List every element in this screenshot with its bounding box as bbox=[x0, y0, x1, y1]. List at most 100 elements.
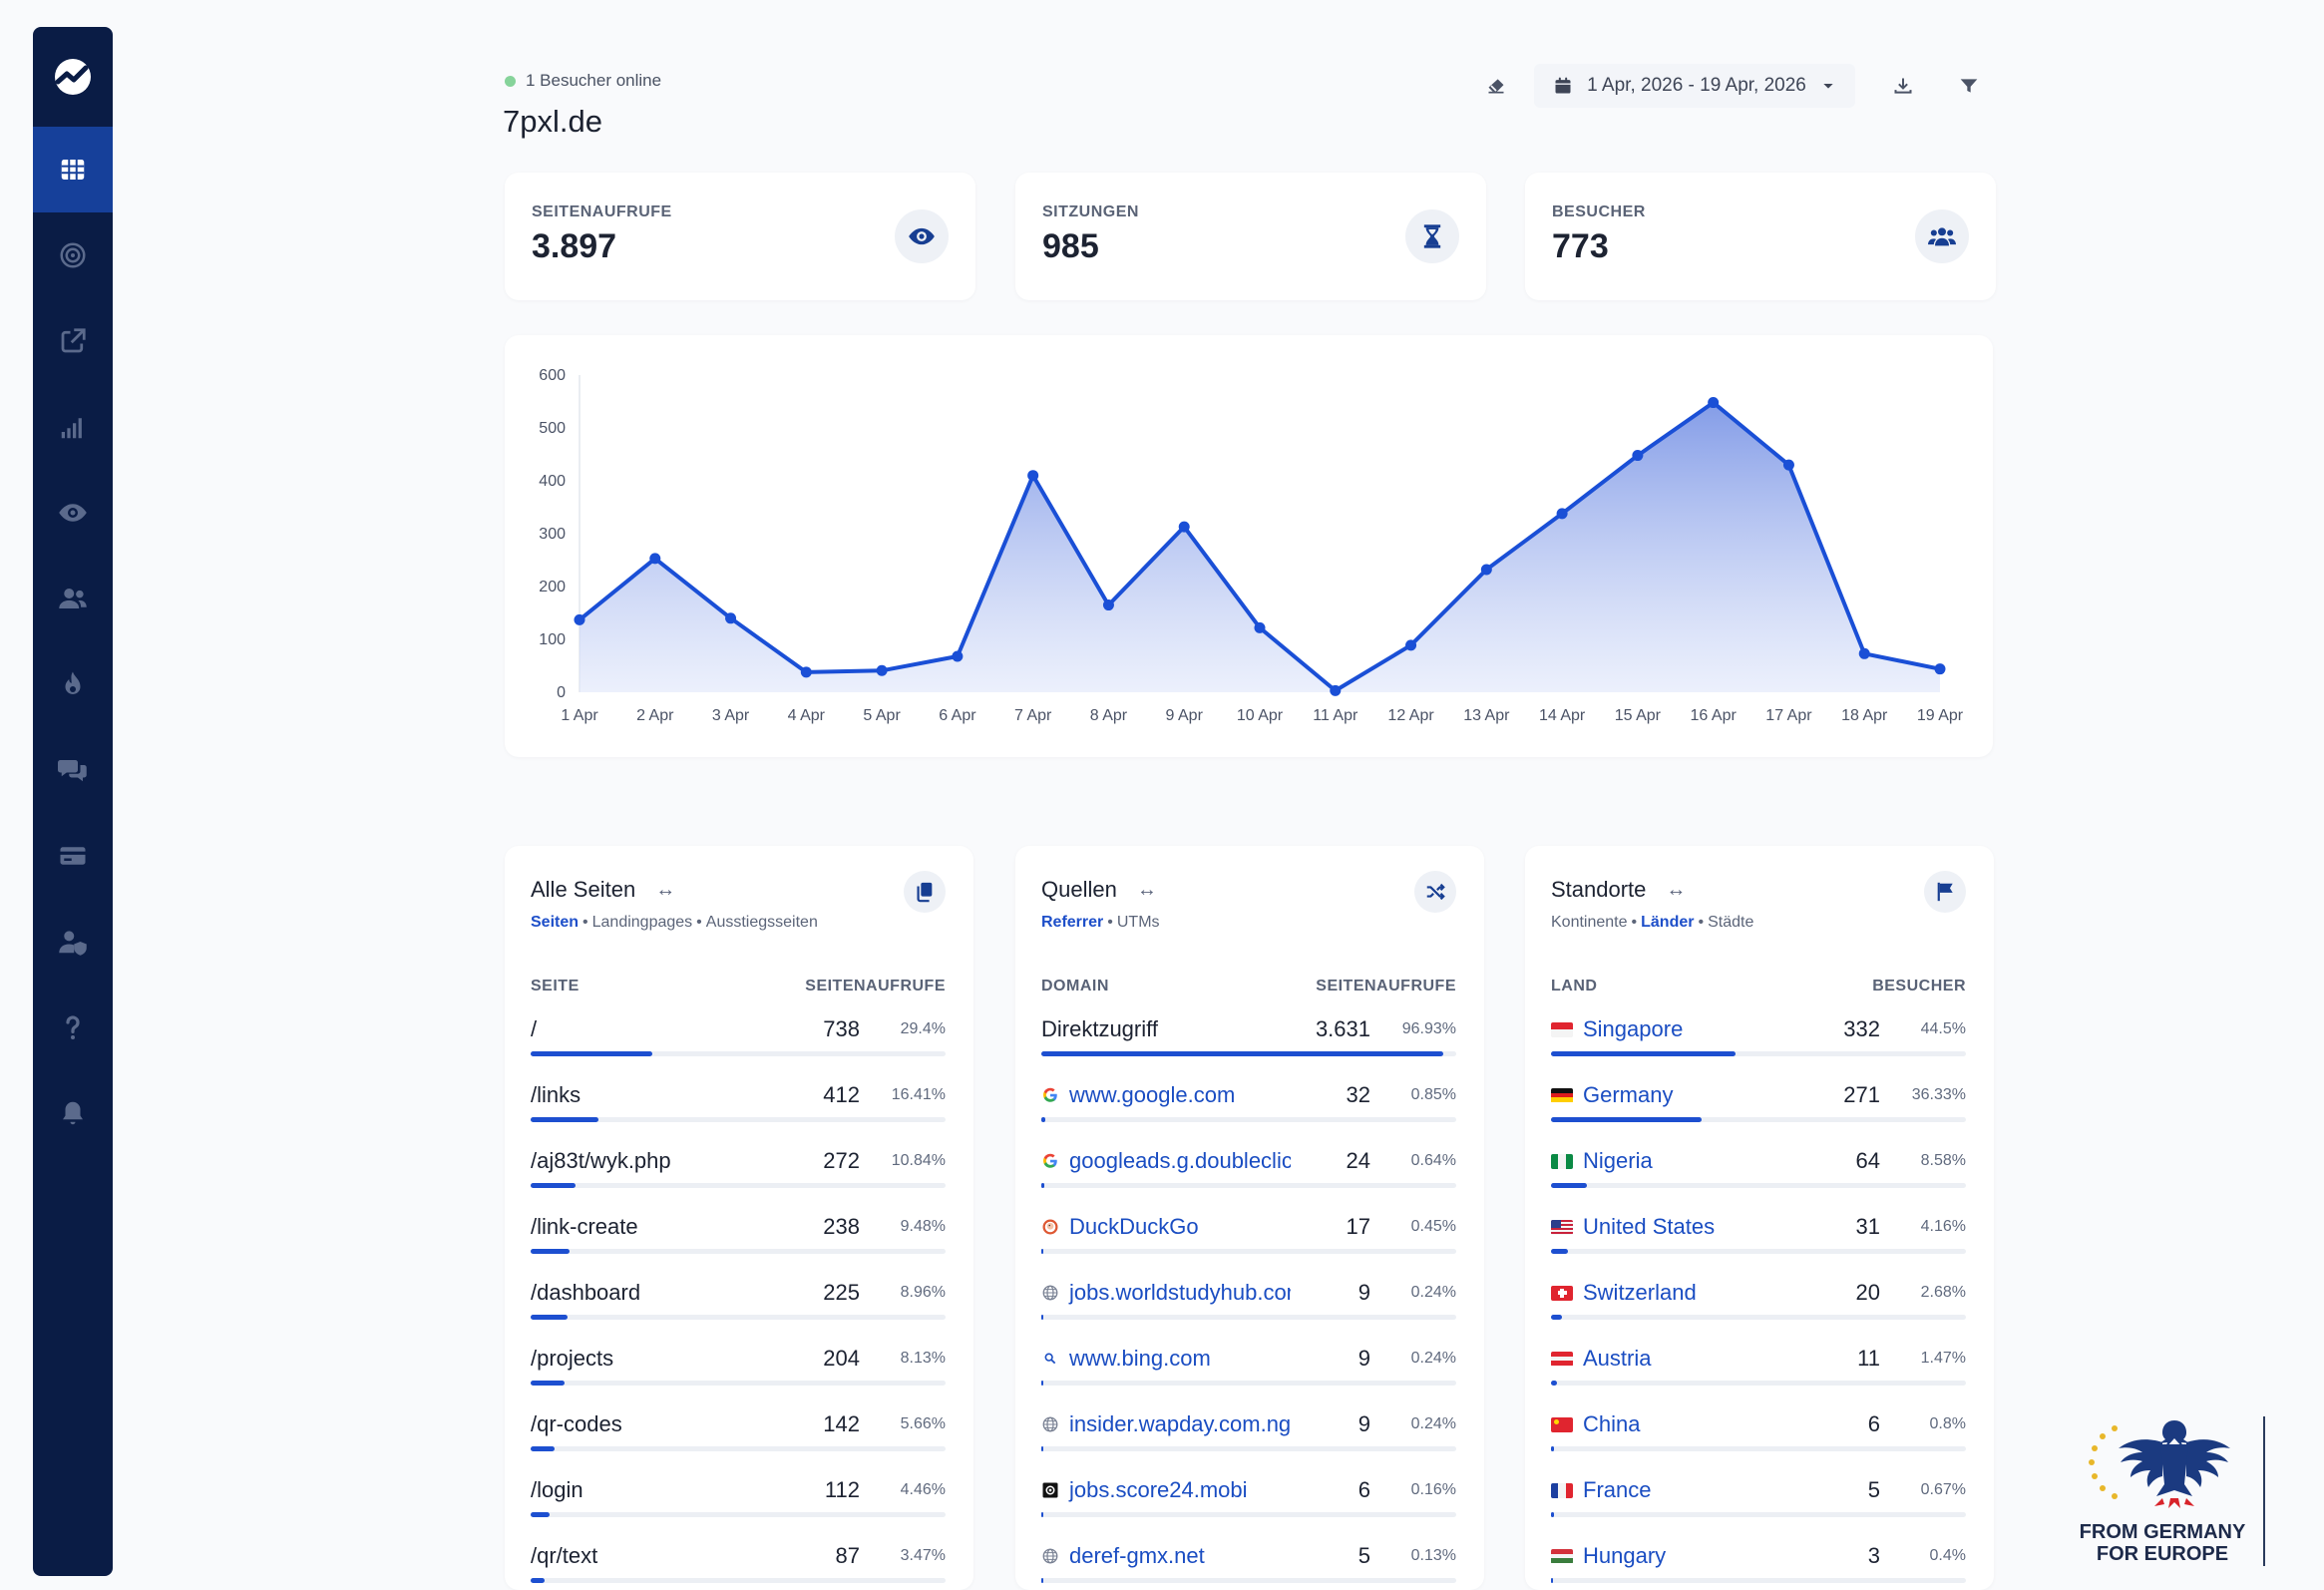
list-item-label[interactable]: jobs.score24.mobi bbox=[1041, 1477, 1291, 1503]
chart-point[interactable] bbox=[1254, 621, 1266, 633]
chart-point[interactable] bbox=[1782, 459, 1794, 471]
stat-card-visitors[interactable]: BESUCHER 773 bbox=[1525, 173, 1996, 300]
list-item-label[interactable]: Austria bbox=[1551, 1346, 1800, 1372]
sidebar-item-billing[interactable] bbox=[33, 813, 113, 899]
sources-card-icon-button[interactable] bbox=[1414, 871, 1456, 913]
list-item-label[interactable]: /links bbox=[531, 1082, 780, 1108]
tab-seiten[interactable]: Seiten bbox=[531, 914, 580, 931]
expand-arrows-icon[interactable]: ↔ bbox=[1136, 878, 1157, 901]
list-item-label[interactable]: Nigeria bbox=[1551, 1148, 1800, 1174]
list-item[interactable]: www.google.com 32 0.85% bbox=[1041, 1077, 1456, 1143]
chart-point[interactable] bbox=[574, 613, 585, 625]
chart-point[interactable] bbox=[1330, 684, 1342, 696]
sidebar-item-notifications[interactable] bbox=[33, 1070, 113, 1156]
chart-point[interactable] bbox=[1632, 450, 1644, 462]
list-item-label[interactable]: United States bbox=[1551, 1214, 1800, 1240]
expand-arrows-icon[interactable]: ↔ bbox=[1666, 878, 1687, 901]
list-item[interactable]: Germany 271 36.33% bbox=[1551, 1077, 1966, 1143]
list-item[interactable]: www.bing.com 9 0.24% bbox=[1041, 1341, 1456, 1406]
list-item-label[interactable]: /qr-codes bbox=[531, 1411, 780, 1437]
list-item-label[interactable]: www.google.com bbox=[1041, 1082, 1291, 1108]
expand-arrows-icon[interactable]: ↔ bbox=[655, 878, 676, 901]
list-item-label[interactable]: /dashboard bbox=[531, 1280, 780, 1306]
list-item[interactable]: United States 31 4.16% bbox=[1551, 1209, 1966, 1275]
list-item-label[interactable]: deref-gmx.net bbox=[1041, 1543, 1291, 1569]
list-item[interactable]: deref-gmx.net 5 0.13% bbox=[1041, 1538, 1456, 1590]
chart-point[interactable] bbox=[1858, 647, 1870, 659]
tab-ausstiegsseiten[interactable]: Ausstiegsseiten bbox=[705, 914, 818, 931]
list-item[interactable]: googleads.g.doubleclic... 24 0.64% bbox=[1041, 1143, 1456, 1209]
list-item[interactable]: /dashboard 225 8.96% bbox=[531, 1275, 946, 1341]
list-item[interactable]: /aj83t/wyk.php 272 10.84% bbox=[531, 1143, 946, 1209]
list-item[interactable]: Austria 11 1.47% bbox=[1551, 1341, 1966, 1406]
list-item-label[interactable]: China bbox=[1551, 1411, 1800, 1437]
list-item-label[interactable]: Hungary bbox=[1551, 1543, 1800, 1569]
tab-laender[interactable]: Länder bbox=[1641, 914, 1695, 931]
sidebar-item-feedback[interactable] bbox=[33, 727, 113, 813]
chart-point[interactable] bbox=[1556, 508, 1568, 520]
list-item[interactable]: Singapore 332 44.5% bbox=[1551, 1011, 1966, 1077]
stat-card-pageviews[interactable]: SEITENAUFRUFE 3.897 bbox=[505, 173, 975, 300]
date-range-picker[interactable]: 1 Apr, 2026 - 19 Apr, 2026 bbox=[1534, 64, 1855, 108]
tab-landingpages[interactable]: Landingpages bbox=[591, 914, 693, 931]
sidebar-item-visitors[interactable] bbox=[33, 556, 113, 641]
list-item-label[interactable]: /login bbox=[531, 1477, 780, 1503]
chart-point[interactable] bbox=[649, 553, 661, 565]
list-item[interactable]: insider.wapday.com.ng 9 0.24% bbox=[1041, 1406, 1456, 1472]
sidebar-item-team[interactable] bbox=[33, 899, 113, 985]
chart-point[interactable] bbox=[800, 666, 812, 678]
list-item-label[interactable]: Germany bbox=[1551, 1082, 1800, 1108]
chart-point[interactable] bbox=[952, 650, 964, 662]
sidebar-item-heatmap[interactable] bbox=[33, 641, 113, 727]
list-item-label[interactable]: insider.wapday.com.ng bbox=[1041, 1411, 1291, 1437]
list-item[interactable]: /link-create 238 9.48% bbox=[531, 1209, 946, 1275]
chart-point[interactable] bbox=[1934, 663, 1946, 675]
chart-point[interactable] bbox=[1027, 470, 1039, 482]
list-item[interactable]: /qr/text 87 3.47% bbox=[531, 1538, 946, 1590]
list-item[interactable]: /login 112 4.46% bbox=[531, 1472, 946, 1538]
list-item-label[interactable]: /projects bbox=[531, 1346, 780, 1372]
sidebar-item-links[interactable] bbox=[33, 298, 113, 384]
tab-kontinente[interactable]: Kontinente bbox=[1551, 914, 1628, 931]
list-item-label[interactable]: Switzerland bbox=[1551, 1280, 1800, 1306]
list-item[interactable]: Switzerland 20 2.68% bbox=[1551, 1275, 1966, 1341]
list-item-label[interactable]: DuckDuckGo bbox=[1041, 1214, 1291, 1240]
list-item-label[interactable]: /aj83t/wyk.php bbox=[531, 1148, 780, 1174]
chart-point[interactable] bbox=[725, 612, 737, 624]
list-item[interactable]: jobs.score24.mobi 6 0.16% bbox=[1041, 1472, 1456, 1538]
sidebar-item-help[interactable] bbox=[33, 985, 113, 1070]
tab-utms[interactable]: UTMs bbox=[1116, 914, 1160, 931]
chart-point[interactable] bbox=[876, 664, 888, 676]
list-item[interactable]: jobs.worldstudyhub.com ... 9 0.24% bbox=[1041, 1275, 1456, 1341]
sidebar-item-stats[interactable] bbox=[33, 384, 113, 470]
tab-referrer[interactable]: Referrer bbox=[1041, 914, 1104, 931]
app-logo[interactable] bbox=[33, 27, 113, 127]
download-button[interactable] bbox=[1881, 64, 1925, 108]
sidebar-item-goals[interactable] bbox=[33, 212, 113, 298]
chart-point[interactable] bbox=[1480, 564, 1492, 576]
list-item[interactable]: Nigeria 64 8.58% bbox=[1551, 1143, 1966, 1209]
list-item[interactable]: /links 412 16.41% bbox=[531, 1077, 946, 1143]
chart-point[interactable] bbox=[1708, 397, 1720, 409]
list-item-label[interactable]: googleads.g.doubleclic... bbox=[1041, 1148, 1291, 1174]
list-item[interactable]: Hungary 3 0.4% bbox=[1551, 1538, 1966, 1590]
filter-button[interactable] bbox=[1947, 64, 1991, 108]
list-item-label[interactable]: /qr/text bbox=[531, 1543, 780, 1569]
sidebar-item-views[interactable] bbox=[33, 470, 113, 556]
chart-point[interactable] bbox=[1102, 599, 1114, 611]
list-item[interactable]: DuckDuckGo 17 0.45% bbox=[1041, 1209, 1456, 1275]
tab-staedte[interactable]: Städte bbox=[1708, 914, 1754, 931]
list-item-label[interactable]: /link-create bbox=[531, 1214, 780, 1240]
list-item-label[interactable]: / bbox=[531, 1016, 780, 1042]
chart-point[interactable] bbox=[1178, 521, 1190, 533]
sidebar-item-dashboard[interactable] bbox=[33, 127, 113, 212]
list-item-label[interactable]: France bbox=[1551, 1477, 1800, 1503]
list-item-label[interactable]: Singapore bbox=[1551, 1016, 1800, 1042]
list-item[interactable]: / 738 29.4% bbox=[531, 1011, 946, 1077]
list-item[interactable]: Direktzugriff 3.631 96.93% bbox=[1041, 1011, 1456, 1077]
stat-card-sessions[interactable]: SITZUNGEN 985 bbox=[1015, 173, 1486, 300]
eraser-button[interactable] bbox=[1474, 64, 1518, 108]
pages-card-icon-button[interactable] bbox=[904, 871, 946, 913]
list-item[interactable]: /qr-codes 142 5.66% bbox=[531, 1406, 946, 1472]
list-item-label[interactable]: www.bing.com bbox=[1041, 1346, 1291, 1372]
